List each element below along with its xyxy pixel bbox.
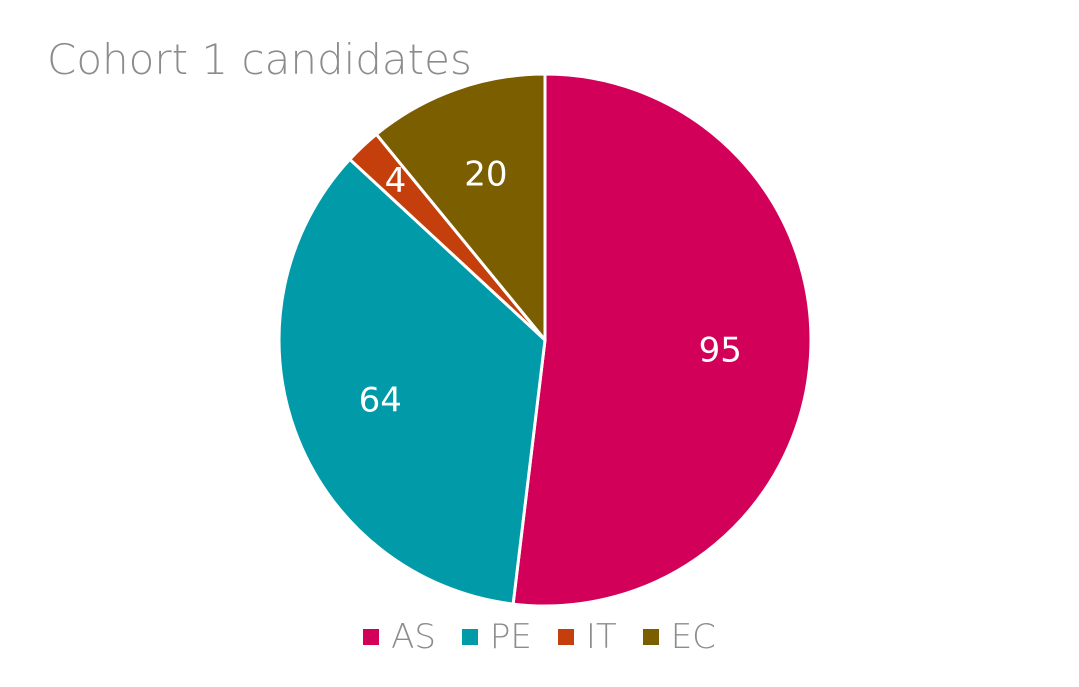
legend-swatch xyxy=(557,629,574,645)
pie-slice-as xyxy=(511,72,813,608)
pie-slice-pe xyxy=(277,157,547,606)
chart-title: Cohort 1 candidates xyxy=(47,35,472,84)
legend-item-as: AS xyxy=(363,614,436,660)
legend-label: AS xyxy=(391,617,436,657)
data-label-ec: 20 xyxy=(464,155,507,195)
legend-swatch xyxy=(461,629,478,645)
data-label-it: 4 xyxy=(385,161,407,201)
legend-item-ec: EC xyxy=(642,614,716,660)
legend-swatch xyxy=(363,629,380,645)
legend: AS PE IT EC xyxy=(0,614,1079,660)
legend-swatch xyxy=(642,629,659,645)
data-label-as: 95 xyxy=(699,331,742,371)
legend-item-pe: PE xyxy=(461,614,532,660)
data-label-pe: 64 xyxy=(359,381,402,421)
legend-label: EC xyxy=(670,617,716,657)
pie-labels: 95 64 4 20 xyxy=(359,155,742,421)
legend-label: IT xyxy=(585,617,617,657)
pie-slices xyxy=(277,72,813,608)
pie-slice-ec xyxy=(374,72,547,342)
legend-item-it: IT xyxy=(557,614,617,660)
legend-label: PE xyxy=(489,617,532,657)
